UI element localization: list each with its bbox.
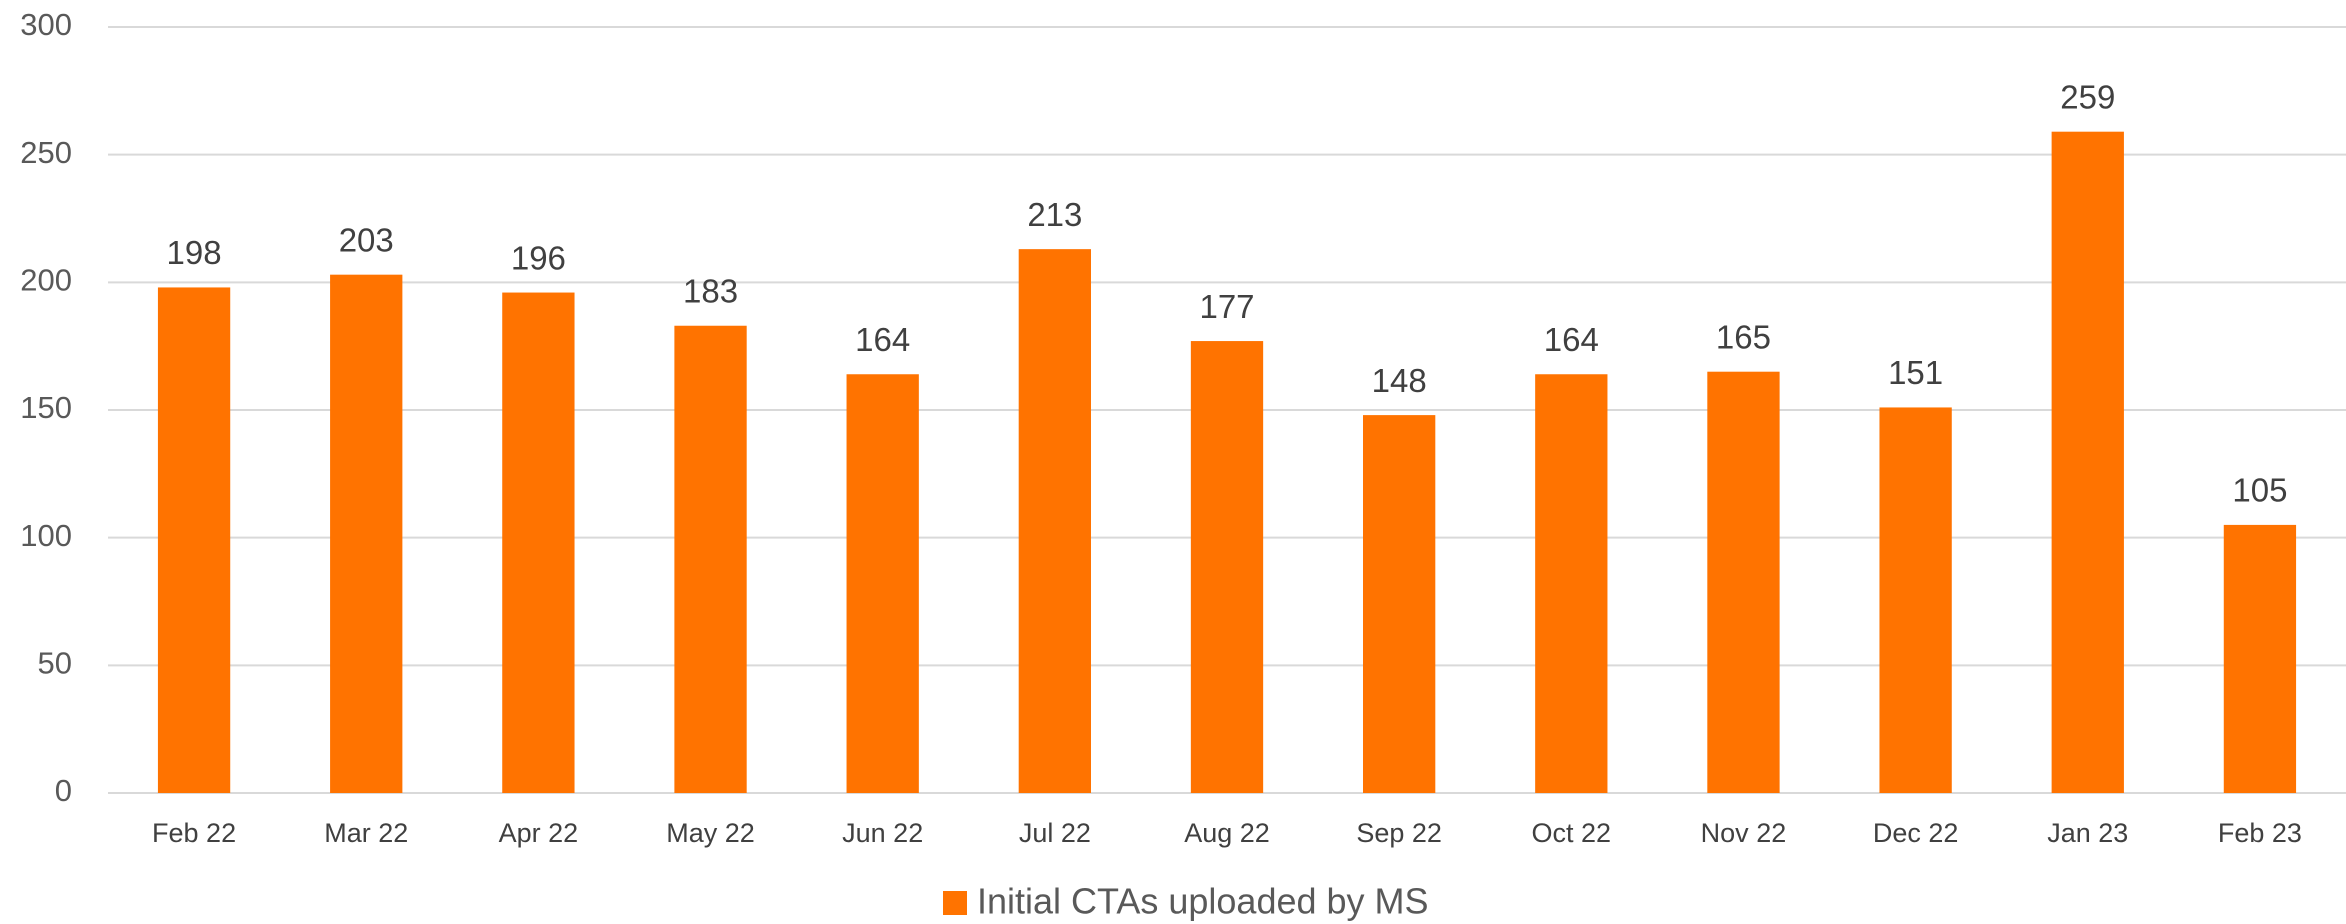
bar <box>1535 374 1608 793</box>
bar <box>502 292 575 793</box>
bar <box>1879 407 1952 793</box>
x-tick-label: Jul 22 <box>1019 818 1091 848</box>
y-tick-label: 150 <box>20 390 72 425</box>
bar <box>1190 341 1264 793</box>
x-tick-label: Apr 22 <box>499 818 579 848</box>
x-tick-label: Feb 22 <box>152 818 236 848</box>
bar <box>2223 524 2297 793</box>
data-label: 148 <box>1372 362 1427 399</box>
y-tick-label: 200 <box>20 263 72 298</box>
x-tick-label: Dec 22 <box>1873 818 1959 848</box>
x-tick-label: Mar 22 <box>324 818 408 848</box>
data-label: 203 <box>339 221 394 258</box>
bar <box>157 287 231 793</box>
y-tick-label: 50 <box>38 646 72 681</box>
x-tick-label: Aug 22 <box>1184 818 1270 848</box>
data-label: 151 <box>1888 354 1943 391</box>
data-label: 196 <box>511 239 566 276</box>
legend-swatch <box>943 891 967 915</box>
data-label: 198 <box>167 234 222 271</box>
x-tick-label: Nov 22 <box>1701 818 1787 848</box>
x-tick-label: May 22 <box>666 818 755 848</box>
x-tick-label: Feb 23 <box>2218 818 2302 848</box>
x-tick-label: Oct 22 <box>1532 818 1612 848</box>
bar <box>330 274 403 793</box>
bar <box>1707 371 1780 793</box>
bar <box>674 325 747 793</box>
x-tick-label: Sep 22 <box>1356 818 1442 848</box>
data-label: 165 <box>1716 318 1771 355</box>
legend-label: Initial CTAs uploaded by MS <box>977 881 1429 922</box>
bar <box>2051 131 2124 794</box>
data-label: 164 <box>855 321 910 358</box>
x-tick-label: Jun 22 <box>842 818 923 848</box>
bar <box>1018 249 1091 793</box>
data-label: 177 <box>1199 288 1254 325</box>
data-label: 183 <box>683 272 738 309</box>
data-label: 259 <box>2060 78 2115 115</box>
x-tick-label: Jan 23 <box>2047 818 2128 848</box>
bar <box>846 374 919 793</box>
y-tick-label: 100 <box>20 518 72 553</box>
y-tick-label: 250 <box>20 135 72 170</box>
bar <box>1363 415 1436 793</box>
data-label: 213 <box>1027 196 1082 233</box>
data-label: 164 <box>1544 321 1599 358</box>
y-tick-label: 0 <box>55 773 72 808</box>
data-label: 105 <box>2232 472 2287 509</box>
y-tick-label: 300 <box>20 7 72 42</box>
